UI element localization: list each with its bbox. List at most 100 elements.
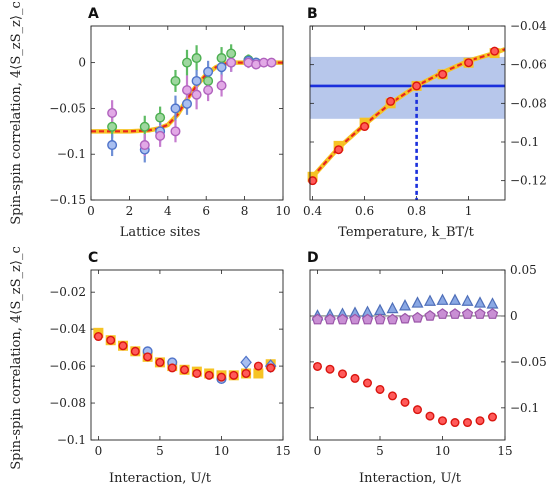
panel-c: 0 5 10 15 −0.1 −0.08 −0.06 −0.04 −0.02 [49,269,291,458]
panel-a-green-point [191,53,202,64]
panel-b-xtick-label: 0.8 [407,204,426,218]
panel-d-axes-frame [309,269,506,441]
ylabel-a: Spin-spin correlation, 4⟨S_zS_z⟩_c [9,1,24,225]
panel-d-purple-pentagon [386,313,399,325]
panel-a-blue-point [191,75,202,86]
panel-d-xtick-label: 10 [435,444,450,458]
panel-d-blue-triangle [399,299,411,311]
panel-b-ytick-label: −0.1 [510,135,539,149]
xlabel-a: Lattice sites [120,225,201,240]
panel-d-ytick-label: −0.05 [510,355,547,369]
panel-a-green-point [155,112,166,123]
panel-a-purple-point [266,57,277,68]
panel-b-axes-frame [309,25,506,201]
panel-b-xtick-label: 0.6 [355,204,374,218]
panel-a-blue-point [203,66,214,77]
panel-a-purple-point [191,89,202,100]
panel-b-red-point [334,145,344,155]
panel-d-purple-pentagon [336,313,349,325]
panel-c-red-point [106,335,116,345]
panel-d-xtick-label: 15 [497,444,512,458]
panel-b-ytick-label: −0.08 [510,96,547,110]
panel-d-red-point [338,369,348,379]
panel-c-ytick-label: −0.1 [57,433,86,447]
panel-c-xtick-label: 10 [214,444,229,458]
panel-a-purple-point [107,107,118,118]
panel-b-xtick-label: 1 [465,204,473,218]
panel-c-red-point [167,363,177,373]
panel-a-purple-point [181,85,192,96]
panel-d-blue-triangle [436,293,449,305]
panel-d-purple-pentagon [311,313,324,325]
panel-c-xtick-label: 5 [156,444,164,458]
panel-a-ytick-label: −0.05 [49,101,86,115]
panel-d: 0 5 10 15 −0.1 −0.05 0 0.05 [309,263,547,458]
panel-b-red-point [308,176,318,186]
panel-d-blue-triangle [474,296,486,308]
panel-c-red-point [229,370,239,380]
panel-c-red-point [253,361,263,371]
panel-a-ytick-label: −0.15 [49,193,86,207]
panel-c-red-point [192,368,202,378]
panel-d-ytick-label: 0 [510,309,518,323]
panel-label-c: C [88,250,98,266]
panel-b-red-point [412,81,422,91]
panel-b-ytick-label: −0.04 [510,19,547,33]
panel-c-red-point [118,341,128,351]
panel-a: 0 2 4 6 8 10 −0.15 −0.1 −0.05 0 [49,25,291,218]
panel-a-green-point [181,57,192,68]
panel-d-blue-triangle [486,297,499,309]
panel-d-red-point [488,412,498,422]
panel-d-red-point [475,416,485,426]
panel-d-purple-pentagon [374,313,386,325]
panel-d-purple-pentagon [486,308,499,319]
panel-d-purple-pentagon [474,308,486,319]
panel-b-red-point [490,46,500,56]
panel-b-experiment-band [310,56,505,119]
panel-d-purple-pentagon [324,313,336,325]
panel-d-red-point [363,378,373,388]
panel-a-purple-point [216,80,227,91]
panel-a-blue-point [216,62,227,73]
panel-label-d: D [307,250,319,266]
panel-c-red-point [93,332,103,342]
panel-a-ytick-label: −0.1 [57,147,86,161]
panel-a-purple-point [226,57,237,68]
panel-a-theory-red-dashed-line [91,61,283,133]
panel-b-red-point [438,69,448,79]
panel-d-blue-triangle [461,294,474,306]
panel-c-xtick-label: 15 [275,444,290,458]
panel-c-red-point [155,357,165,367]
panel-b-red-point [360,122,370,132]
panel-c-ytick-label: −0.04 [49,322,86,336]
panel-c-ytick-label: −0.02 [49,285,86,299]
panel-d-red-point [400,397,410,407]
panel-d-ytick-label: 0.05 [510,263,537,277]
panel-a-purple-point [170,126,181,137]
panel-d-blue-triangle [411,296,424,308]
panel-d-purple-pentagon [436,308,449,319]
panel-a-ytick-label: 0 [78,56,86,70]
panel-d-purple-pentagon [349,313,361,325]
xlabel-b: Temperature, k_BT/t [338,225,474,240]
panel-c-red-point [130,346,140,356]
panel-d-blue-triangle [374,303,386,316]
panel-a-xtick-label: 0 [87,204,95,218]
panel-a-axes-frame [90,25,284,201]
panel-c-ytick-label: −0.08 [49,396,86,410]
panel-d-red-point [450,418,460,428]
panel-a-green-point [107,121,118,132]
panel-a-xtick-label: 2 [126,204,134,218]
panel-b-ytick-label: −0.12 [510,174,547,188]
panel-d-red-point [325,364,335,374]
panel-a-green-point [203,75,214,86]
panel-c-red-point [216,372,226,382]
panel-a-green-point [170,75,181,86]
panel-c-red-point [241,368,251,378]
panel-a-green-point [226,48,237,59]
xlabel-d: Interaction, U/t [359,471,462,486]
panel-d-purple-pentagon [411,311,424,323]
panel-d-xtick-label: 0 [314,444,322,458]
panel-a-xtick-label: 4 [164,204,172,218]
